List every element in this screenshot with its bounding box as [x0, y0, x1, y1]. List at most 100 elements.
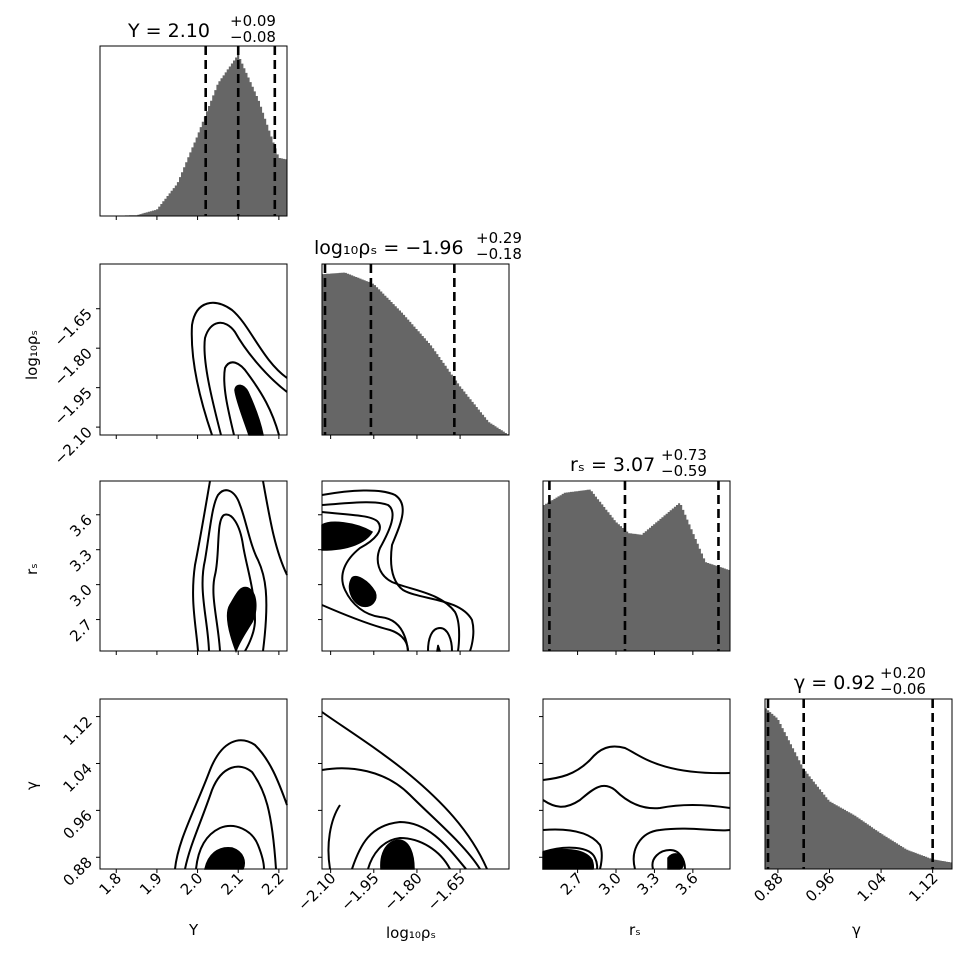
ytick-label-r_s-2: 3.3 [66, 546, 96, 576]
xtick-label-r_s-0: 2.7 [557, 869, 587, 899]
xtick-label-gamma-0: 0.88 [750, 869, 786, 905]
title-Y-main: Y = 2.10 [127, 20, 210, 42]
frame-hist-rs [542, 480, 731, 652]
panel-rho-rs [321, 480, 510, 652]
panel-hist-rs [542, 480, 731, 652]
title-rs-lower: −0.59 [661, 462, 707, 480]
xtick-label-gamma-3: 1.12 [905, 869, 941, 905]
svg-text:rₛ: rₛ [23, 563, 41, 575]
xtick-label-gamma-2: 1.04 [854, 869, 890, 905]
hist-rs-qlines [548, 481, 720, 651]
frame-hist-rho [321, 263, 510, 436]
svg-text:γ: γ [852, 921, 861, 939]
hist-Y-qlines [204, 46, 277, 216]
ytick-label-log10_rho_s-1: −1.95 [51, 384, 96, 429]
contour-Y-rs-1 [192, 480, 288, 652]
xlabel-rs: rₛ [629, 921, 641, 939]
contour-Y-gamma-1 [174, 739, 288, 870]
contour-rho-gamma-4 [367, 837, 451, 870]
contour-Y-rho-2 [203, 322, 288, 436]
title-rho-main: log₁₀ρₛ = −1.96 [314, 237, 464, 259]
hist-rs [543, 489, 730, 651]
xtick-label-r_s-2: 3.3 [634, 869, 664, 899]
title-rs-main: rₛ = 3.07 [570, 454, 655, 476]
frame-hist-gamma [764, 698, 953, 870]
title-rs-upper: +0.73 [661, 446, 707, 464]
title-gamma: γ = 0.92 +0.20 −0.06 [794, 664, 926, 698]
ytick-label-r_s-1: 3.0 [66, 581, 96, 611]
contour-Y-gamma-core [204, 847, 245, 870]
contour-rho-rs-core-3 [436, 644, 442, 652]
ylabel-rs: rₛ [23, 563, 41, 575]
xtick-label-Y-1: 1.9 [136, 869, 166, 899]
contour-rho-rs-core-2 [348, 576, 377, 608]
xtick-label-gamma-1: 0.96 [802, 869, 838, 905]
svg-text:Y: Y [188, 921, 199, 939]
svg-text:γ: γ [23, 781, 41, 790]
panel-hist-Y [99, 45, 288, 217]
panel-Y-rs [99, 480, 288, 654]
hist-rho-qlines [323, 264, 456, 435]
xtick-label-log10_rho_s-3: −1.65 [424, 869, 469, 914]
contour-Y-rs-3 [212, 513, 256, 652]
contour-Y-gamma-2 [184, 765, 277, 870]
contour-rs-gamma-1 [542, 745, 731, 781]
xtick-label-r_s-1: 3.0 [595, 869, 625, 899]
panel-rs-gamma [542, 698, 731, 870]
title-Y: Y = 2.10 +0.09 −0.08 [127, 12, 276, 46]
ylabel-rho: log₁₀ρₛ [23, 330, 41, 380]
xtick-label-log10_rho_s-0: −2.10 [294, 869, 339, 914]
xtick-label-log10_rho_s-2: −1.80 [380, 869, 425, 914]
title-gamma-lower: −0.06 [880, 680, 926, 698]
panel-rho-gamma [321, 698, 510, 870]
contour-rho-gamma-2 [321, 767, 481, 870]
title-gamma-upper: +0.20 [880, 664, 926, 682]
xlabel-rho: log₁₀ρₛ [386, 924, 436, 942]
contour-rs-gamma-core-1 [542, 848, 594, 870]
xtick-label-Y-4: 2.2 [258, 869, 288, 899]
hist-rho [322, 272, 509, 435]
ylabel-gamma: γ [23, 781, 41, 790]
contour-Y-rho-1 [190, 302, 288, 436]
panel-Y-rho [99, 263, 288, 436]
xtick-label-Y-0: 1.8 [96, 869, 126, 899]
svg-text:log₁₀ρₛ: log₁₀ρₛ [386, 924, 436, 942]
xtick-label-log10_rho_s-1: −1.95 [337, 869, 382, 914]
contour-rs-gamma-core-2 [667, 853, 684, 870]
hist-Y [100, 54, 287, 216]
svg-text:rₛ: rₛ [629, 921, 641, 939]
xtick-label-Y-2: 2.0 [177, 869, 207, 899]
ytick-label-gamma-2: 1.04 [59, 760, 95, 796]
panel-Y-gamma [99, 698, 288, 870]
svg-text:log₁₀ρₛ: log₁₀ρₛ [23, 330, 41, 380]
contour-rs-gamma-2 [542, 784, 731, 810]
xlabel-gamma: γ [852, 921, 861, 939]
contour-Y-rho-core [234, 384, 264, 436]
contour-rho-rs-3 [321, 511, 409, 652]
hist-gamma [765, 708, 952, 869]
contour-rho-rs-core-1 [321, 521, 374, 551]
contour-rho-rs-1 [321, 489, 475, 652]
contour-rho-gamma-3 [327, 804, 467, 870]
xtick-label-Y-3: 2.1 [217, 869, 247, 899]
frame-hist-Y [99, 45, 288, 217]
ytick-label-r_s-0: 2.7 [66, 616, 96, 646]
title-Y-upper: +0.09 [230, 12, 276, 30]
contour-rs-gamma-3 [542, 827, 731, 870]
title-rs: rₛ = 3.07 +0.73 −0.59 [570, 446, 707, 480]
contour-rho-rs-4 [321, 604, 453, 652]
panel-hist-rho [321, 263, 510, 436]
ytick-label-gamma-3: 1.12 [59, 713, 95, 749]
hist-gamma-qlines [766, 699, 934, 869]
title-rho-lower: −0.18 [476, 245, 522, 263]
contour-rho-rs-2 [321, 501, 461, 652]
title-rho-upper: +0.29 [476, 229, 522, 247]
xtick-label-r_s-3: 3.6 [672, 869, 702, 899]
contour-rho-gamma-core [380, 839, 415, 870]
contour-rs-gamma-4 [542, 846, 686, 870]
contour-rho-gamma-1 [321, 711, 488, 870]
ytick-label-log10_rho_s-0: −2.10 [51, 423, 96, 468]
ytick-label-gamma-1: 0.96 [59, 807, 95, 843]
panel-hist-gamma [764, 698, 953, 870]
